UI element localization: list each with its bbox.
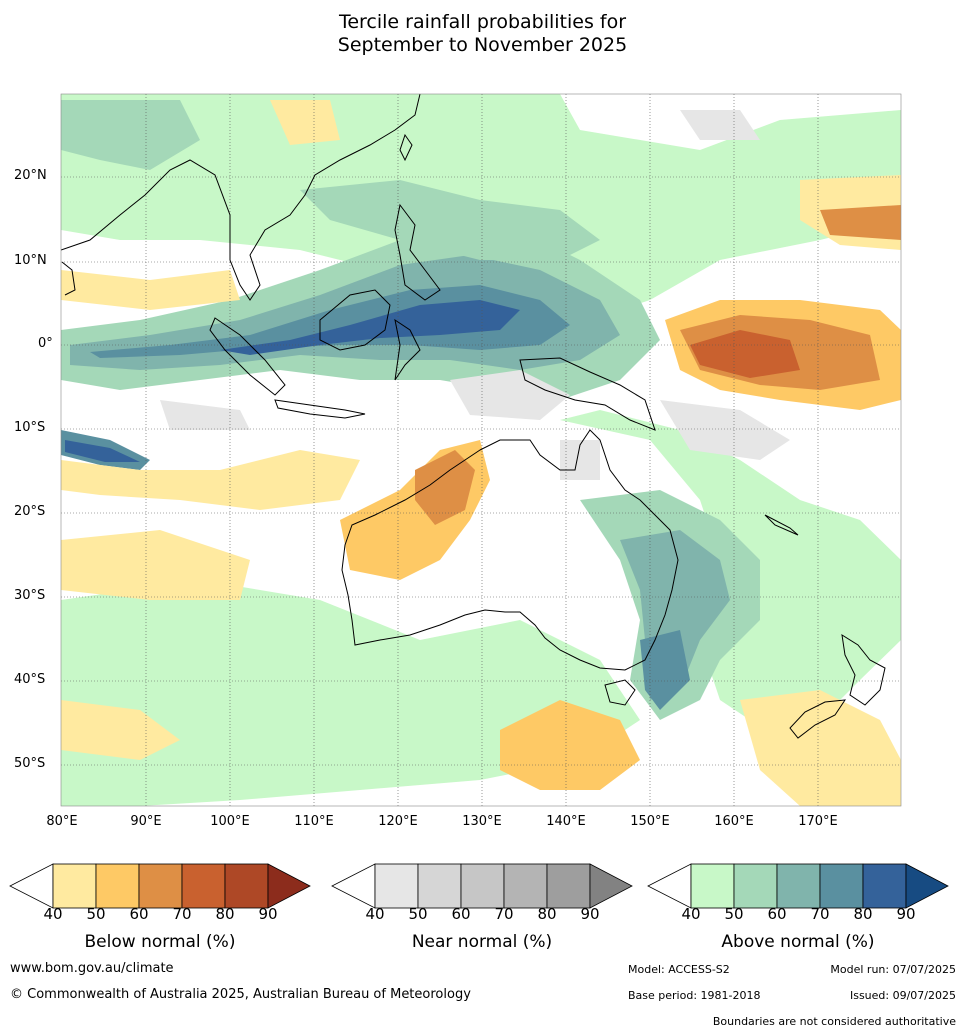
taiwan-coastline <box>399 133 413 162</box>
lat-label: 50°S <box>14 756 46 771</box>
australia-coastline <box>341 429 679 671</box>
java-coastline <box>274 399 366 419</box>
tasmania-coastline <box>604 679 636 706</box>
lat-label: 20°N <box>14 168 47 183</box>
lon-label: 110°E <box>294 814 334 829</box>
map-title-line-1: Tercile rainfall probabilities for <box>338 11 627 33</box>
below-colorbar-cell <box>181 863 226 909</box>
near-colorbar-tick: 70 <box>494 905 514 923</box>
lon-label: 150°E <box>630 814 670 829</box>
near-colorbar-cell <box>374 863 419 909</box>
near-colorbar-tick: 40 <box>365 905 385 923</box>
sri-lanka-coastline <box>61 261 76 296</box>
below-colorbar-title: Below normal (%) <box>84 932 236 952</box>
new-zealand-north-coastline <box>841 634 886 706</box>
above-colorbar-cell <box>819 863 864 909</box>
below-colorbar-tick: 40 <box>43 905 63 923</box>
above-colorbar-extend-high <box>905 863 949 909</box>
near-colorbar-cell <box>417 863 462 909</box>
lon-label: 120°E <box>378 814 418 829</box>
lon-label: 140°E <box>546 814 586 829</box>
lon-label: 100°E <box>210 814 250 829</box>
lon-label: 130°E <box>462 814 502 829</box>
above-colorbar-tick: 60 <box>767 905 787 923</box>
near-colorbar-title: Near normal (%) <box>411 932 553 952</box>
asia-mainland-coastline <box>61 94 421 301</box>
below-colorbar-cell <box>224 863 269 909</box>
above-colorbar-tick: 70 <box>810 905 830 923</box>
model-name: Model: ACCESS-S2 <box>628 963 730 976</box>
above-colorbar-title: Above normal (%) <box>721 932 875 952</box>
below-colorbar-tick: 90 <box>258 905 278 923</box>
below-colorbar-extend-high <box>267 863 311 909</box>
lat-label: 30°S <box>14 588 46 603</box>
philippines-coastline <box>394 203 441 301</box>
model-run-date: Model run: 07/07/2025 <box>830 963 956 976</box>
lon-label: 90°E <box>130 814 162 829</box>
above-colorbar-cell <box>862 863 907 909</box>
above-normal-colorbar <box>647 863 949 909</box>
below-colorbar-cell <box>95 863 140 909</box>
below-colorbar-cell <box>138 863 183 909</box>
borneo-coastline <box>319 289 391 351</box>
probability-shading <box>61 94 901 806</box>
below-colorbar-extend-low <box>9 863 54 909</box>
issued-date: Issued: 09/07/2025 <box>849 989 956 1002</box>
near-colorbar-tick: 80 <box>537 905 557 923</box>
above-colorbar-tick: 40 <box>681 905 701 923</box>
near-colorbar-extend-high <box>589 863 633 909</box>
below-colorbar-tick: 60 <box>129 905 149 923</box>
below-normal-colorbar <box>9 863 311 909</box>
near-colorbar-extend-low <box>331 863 376 909</box>
lon-label: 160°E <box>714 814 754 829</box>
near-colorbar-tick: 50 <box>408 905 428 923</box>
above-colorbar-tick: 90 <box>896 905 916 923</box>
near-colorbar-tick: 60 <box>451 905 471 923</box>
sulawesi-coastline <box>394 318 421 381</box>
new-zealand-south-coastline <box>789 699 847 739</box>
below-colorbar-cell <box>52 863 97 909</box>
above-colorbar-tick: 80 <box>853 905 873 923</box>
new-guinea-coastline <box>519 357 656 431</box>
near-colorbar-cell <box>460 863 505 909</box>
map-title-line-2: September to November 2025 <box>337 34 628 56</box>
lat-label: 0° <box>38 336 53 351</box>
website-link[interactable]: www.bom.gov.au/climate <box>10 961 174 976</box>
new-caledonia-coastline <box>764 514 799 536</box>
map-frame <box>60 93 902 807</box>
near-normal-colorbar <box>331 863 633 909</box>
near-colorbar-tick: 90 <box>580 905 600 923</box>
near-colorbar-cell <box>546 863 591 909</box>
sumatra-coastline <box>209 317 286 396</box>
below-colorbar-tick: 80 <box>215 905 235 923</box>
boundaries-disclaimer: Boundaries are not considered authoritat… <box>712 1015 956 1028</box>
lon-label: 170°E <box>798 814 838 829</box>
below-colorbar-tick: 70 <box>172 905 192 923</box>
above-colorbar-cell <box>690 863 735 909</box>
lon-label: 80°E <box>46 814 78 829</box>
lat-label: 20°S <box>14 504 46 519</box>
copyright-text: © Commonwealth of Australia 2025, Austra… <box>10 987 471 1002</box>
above-colorbar-cell <box>776 863 821 909</box>
coastlines <box>61 94 886 739</box>
lat-label: 40°S <box>14 672 46 687</box>
above-colorbar-cell <box>733 863 778 909</box>
map-gridlines <box>61 94 901 806</box>
lat-label: 10°N <box>14 253 47 268</box>
above-colorbar-tick: 50 <box>724 905 744 923</box>
below-colorbar-tick: 50 <box>86 905 106 923</box>
lat-label: 10°S <box>14 420 46 435</box>
above-colorbar-extend-low <box>647 863 692 909</box>
near-colorbar-cell <box>503 863 548 909</box>
base-period: Base period: 1981-2018 <box>628 989 761 1002</box>
